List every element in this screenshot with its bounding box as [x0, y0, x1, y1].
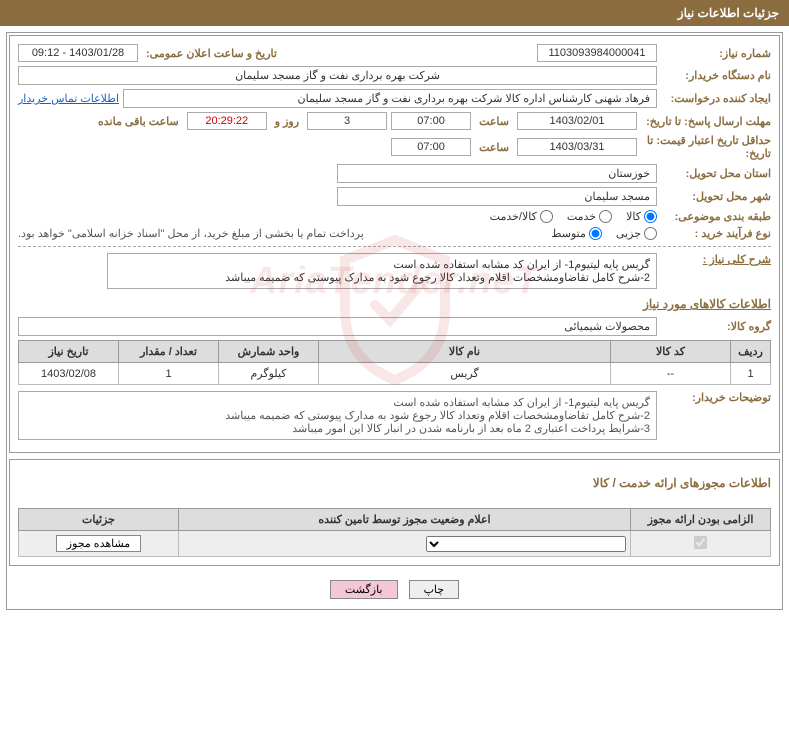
- mandatory-checkbox: [694, 536, 707, 549]
- permits-panel: اطلاعات مجوزهای ارائه خدمت / کالا الزامی…: [9, 459, 780, 566]
- price-valid-label: حداقل تاریخ اعتبار قیمت: تا تاریخ:: [641, 134, 771, 160]
- buyer-org-label: نام دستگاه خریدار:: [661, 69, 771, 82]
- radio-small[interactable]: جزیی: [616, 227, 657, 240]
- radio-service[interactable]: خدمت: [567, 210, 612, 223]
- province-value: خوزستان: [337, 164, 657, 183]
- purchase-note: پرداخت تمام یا بخشی از مبلغ خرید، از محل…: [18, 227, 547, 240]
- deadline-send-label: مهلت ارسال پاسخ: تا تاریخ:: [641, 115, 771, 128]
- deadline-date: 1403/02/01: [517, 112, 637, 130]
- buyer-notes-value: گریس پایه لیتیوم1- از ایران کد مشابه است…: [18, 391, 657, 440]
- status-select[interactable]: [426, 536, 626, 552]
- radio-goods-input[interactable]: [644, 210, 657, 223]
- days-and-label: روز و: [271, 115, 303, 128]
- need-no-value: 1103093984000041: [537, 44, 657, 62]
- buyer-contact-link[interactable]: اطلاعات تماس خریدار: [18, 92, 119, 105]
- th-row: ردیف: [731, 341, 771, 363]
- button-row: چاپ بازگشت: [9, 572, 780, 607]
- price-valid-time: 07:00: [391, 138, 471, 156]
- th-mandatory: الزامی بودن ارائه مجوز: [631, 509, 771, 531]
- buyer-org-value: شرکت بهره برداری نفت و گاز مسجد سلیمان: [18, 66, 657, 85]
- price-valid-date: 1403/03/31: [517, 138, 637, 156]
- time-label-2: ساعت: [475, 141, 513, 154]
- permits-table: الزامی بودن ارائه مجوز اعلام وضعیت مجوز …: [18, 508, 771, 557]
- back-button[interactable]: بازگشت: [330, 580, 398, 599]
- view-permit-button[interactable]: مشاهده مجوز: [56, 535, 141, 552]
- time-label-1: ساعت: [475, 115, 513, 128]
- deadline-time: 07:00: [391, 112, 471, 130]
- th-need-date: تاریخ نیاز: [19, 341, 119, 363]
- goods-group-value: محصولات شیمیائی: [18, 317, 657, 336]
- creator-label: ایجاد کننده درخواست:: [661, 92, 771, 105]
- th-qty: تعداد / مقدار: [119, 341, 219, 363]
- table-row: 1 -- گریس کیلوگرم 1 1403/02/08: [19, 363, 771, 385]
- page-title-bar: جزئیات اطلاعات نیاز: [0, 0, 789, 26]
- remaining-label: ساعت باقی مانده: [94, 115, 183, 128]
- radio-goods[interactable]: کالا: [626, 210, 657, 223]
- main-panel: شماره نیاز: 1103093984000041 تاریخ و ساع…: [6, 32, 783, 610]
- category-label: طبقه بندی موضوعی:: [661, 210, 771, 223]
- radio-service-input[interactable]: [599, 210, 612, 223]
- goods-table: ردیف کد کالا نام کالا واحد شمارش تعداد /…: [18, 340, 771, 385]
- cell-need-date: 1403/02/08: [19, 363, 119, 385]
- creator-value: فرهاد شهنی کارشناس اداره کالا شرکت بهره …: [123, 89, 657, 108]
- goods-group-label: گروه کالا:: [661, 320, 771, 333]
- radio-medium-input[interactable]: [589, 227, 602, 240]
- radio-goods-service-input[interactable]: [540, 210, 553, 223]
- page-title: جزئیات اطلاعات نیاز: [678, 6, 779, 20]
- city-value: مسجد سلیمان: [337, 187, 657, 206]
- goods-info-title: اطلاعات کالاهای مورد نیاز: [18, 297, 771, 311]
- print-button[interactable]: چاپ: [409, 580, 460, 599]
- province-label: استان محل تحویل:: [661, 167, 771, 180]
- buyer-notes-label: توضیحات خریدار:: [661, 391, 771, 404]
- th-code: کد کالا: [611, 341, 731, 363]
- th-details: جزئیات: [19, 509, 179, 531]
- purchase-type-label: نوع فرآیند خرید :: [661, 227, 771, 240]
- details-panel: شماره نیاز: 1103093984000041 تاریخ و ساع…: [9, 35, 780, 453]
- th-name: نام کالا: [319, 341, 611, 363]
- category-radios: کالا خدمت کالا/خدمت: [490, 210, 657, 223]
- cell-row: 1: [731, 363, 771, 385]
- purchase-type-radios: جزیی متوسط: [551, 227, 657, 240]
- days-value: 3: [307, 112, 387, 130]
- need-desc-label: شرح کلی نیاز :: [661, 253, 771, 266]
- th-unit: واحد شمارش: [219, 341, 319, 363]
- radio-medium[interactable]: متوسط: [551, 227, 602, 240]
- permits-title: اطلاعات مجوزهای ارائه خدمت / کالا: [18, 476, 771, 490]
- radio-small-input[interactable]: [644, 227, 657, 240]
- announce-value: 1403/01/28 - 09:12: [18, 44, 138, 62]
- radio-goods-service[interactable]: کالا/خدمت: [490, 210, 553, 223]
- th-status: اعلام وضعیت مجوز توسط تامین کننده: [179, 509, 631, 531]
- countdown-value: 20:29:22: [187, 112, 267, 130]
- announce-label: تاریخ و ساعت اعلان عمومی:: [142, 47, 281, 60]
- permit-row: مشاهده مجوز: [19, 531, 771, 557]
- need-no-label: شماره نیاز:: [661, 47, 771, 60]
- city-label: شهر محل تحویل:: [661, 190, 771, 203]
- cell-qty: 1: [119, 363, 219, 385]
- cell-name: گریس: [319, 363, 611, 385]
- cell-unit: کیلوگرم: [219, 363, 319, 385]
- cell-code: --: [611, 363, 731, 385]
- need-desc-value: گریس پایه لیتیوم1- از ایران کد مشابه است…: [107, 253, 657, 289]
